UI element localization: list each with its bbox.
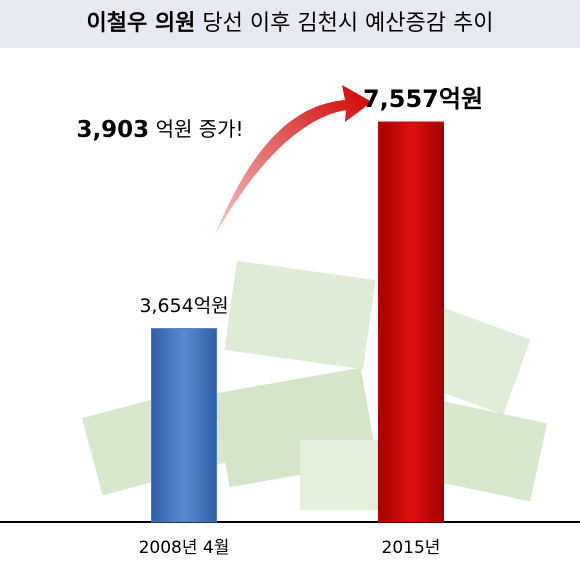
title-rest: 당선 이후 김천시 예산증감 추이	[202, 11, 493, 36]
annotation-number: 3,903	[76, 117, 149, 143]
x-tick-label: 2008년 4월	[139, 538, 230, 558]
annotation-text: 억원 증가!	[156, 117, 244, 141]
annotation: 3,903 억원 증가!	[76, 117, 243, 143]
value-label: 7,557억원	[363, 85, 483, 113]
increase-arrow	[215, 85, 372, 235]
value-label: 3,654억원	[139, 295, 228, 317]
x-tick-label: 2015년	[382, 538, 441, 558]
bar	[378, 121, 444, 523]
title-emphasis: 이철우 의원	[87, 11, 196, 36]
chart-title: 이철우 의원 당선 이후 김천시 예산증감 추이	[87, 11, 494, 36]
bar	[151, 328, 217, 523]
title-band	[0, 0, 580, 48]
